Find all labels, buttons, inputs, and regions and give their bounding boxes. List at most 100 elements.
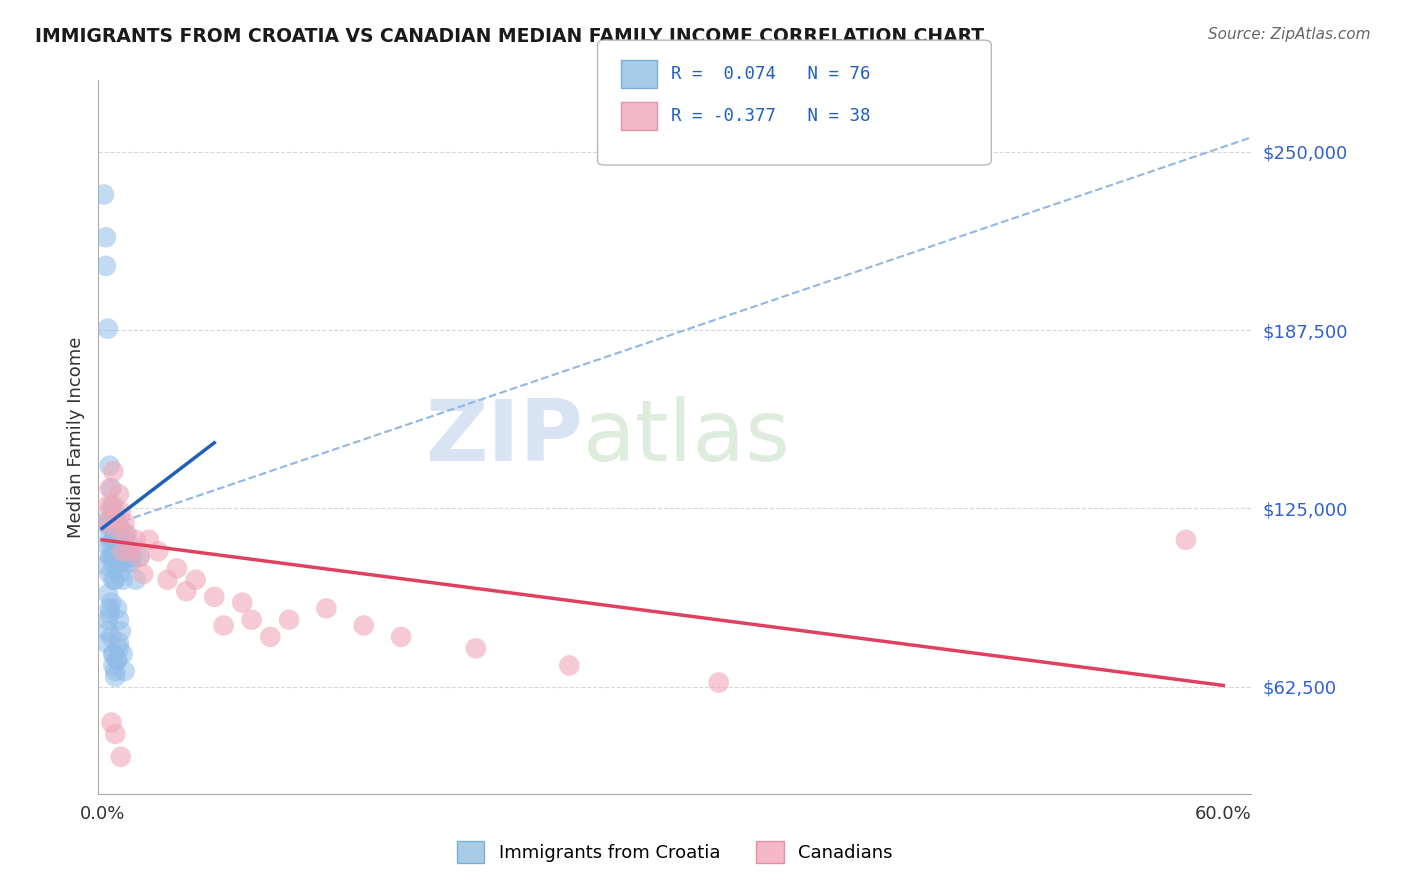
Point xyxy=(111,573,134,587)
Point xyxy=(97,613,120,627)
Point xyxy=(558,658,581,673)
Point xyxy=(121,549,143,564)
Point xyxy=(105,516,128,530)
Point xyxy=(315,601,337,615)
Point xyxy=(115,556,138,570)
Point xyxy=(110,556,132,570)
Point xyxy=(111,544,134,558)
Point xyxy=(104,664,127,678)
Point xyxy=(128,549,150,564)
Point xyxy=(104,727,127,741)
Point xyxy=(125,533,148,547)
Point xyxy=(100,549,122,564)
Point xyxy=(104,670,127,684)
Point xyxy=(93,516,115,530)
Point xyxy=(105,653,128,667)
Point xyxy=(108,635,131,649)
Point xyxy=(110,521,132,535)
Point xyxy=(103,533,125,547)
Point xyxy=(184,573,207,587)
Point xyxy=(259,630,281,644)
Point xyxy=(110,624,132,639)
Point xyxy=(103,521,125,535)
Point xyxy=(97,499,120,513)
Point xyxy=(98,482,121,496)
Y-axis label: Median Family Income: Median Family Income xyxy=(66,336,84,538)
Point xyxy=(104,510,127,524)
Point xyxy=(120,539,142,553)
Point xyxy=(98,567,121,582)
Point xyxy=(103,499,125,513)
Point xyxy=(115,527,138,541)
Point xyxy=(94,516,117,530)
Point xyxy=(105,521,128,535)
Point xyxy=(98,458,121,473)
Point xyxy=(174,584,197,599)
Point xyxy=(97,624,120,639)
Point xyxy=(110,504,132,518)
Point xyxy=(464,641,486,656)
Text: Source: ZipAtlas.com: Source: ZipAtlas.com xyxy=(1208,27,1371,42)
Point xyxy=(156,573,179,587)
Point xyxy=(114,533,136,547)
Point xyxy=(97,587,120,601)
Point xyxy=(114,516,136,530)
Point xyxy=(114,664,136,678)
Point xyxy=(104,530,127,544)
Point xyxy=(94,259,117,273)
Point xyxy=(125,573,148,587)
Point xyxy=(103,647,125,661)
Point xyxy=(389,630,412,644)
Point xyxy=(104,521,127,535)
Point xyxy=(94,558,117,573)
Point xyxy=(108,527,131,541)
Text: R = -0.377   N = 38: R = -0.377 N = 38 xyxy=(671,107,870,125)
Point xyxy=(138,533,160,547)
Point xyxy=(110,539,132,553)
Point xyxy=(104,516,127,530)
Point xyxy=(105,653,128,667)
Point xyxy=(103,647,125,661)
Point xyxy=(100,499,122,513)
Point xyxy=(212,618,235,632)
Point xyxy=(98,549,121,564)
Point xyxy=(353,618,375,632)
Point xyxy=(103,573,125,587)
Point xyxy=(94,230,117,244)
Point xyxy=(97,516,120,530)
Text: atlas: atlas xyxy=(582,395,790,479)
Point xyxy=(100,715,122,730)
Point xyxy=(1174,533,1197,547)
Point xyxy=(100,630,122,644)
Point xyxy=(115,527,138,541)
Point xyxy=(108,487,131,501)
Point xyxy=(105,533,128,547)
Point xyxy=(104,573,127,587)
Point xyxy=(278,613,301,627)
Point xyxy=(97,539,120,553)
Legend: Immigrants from Croatia, Canadians: Immigrants from Croatia, Canadians xyxy=(450,834,900,871)
Point xyxy=(120,556,142,570)
Point xyxy=(240,613,263,627)
Point xyxy=(104,510,127,524)
Point xyxy=(103,549,125,564)
Point xyxy=(111,647,134,661)
Point xyxy=(94,635,117,649)
Point xyxy=(100,596,122,610)
Point xyxy=(98,607,121,621)
Point xyxy=(104,544,127,558)
Point xyxy=(103,658,125,673)
Point xyxy=(110,549,132,564)
Point xyxy=(111,544,134,558)
Point xyxy=(132,567,155,582)
Point xyxy=(108,549,131,564)
Point xyxy=(100,521,122,535)
Point xyxy=(93,187,115,202)
Point xyxy=(98,601,121,615)
Point xyxy=(148,544,170,558)
Point xyxy=(100,482,122,496)
Point xyxy=(98,530,121,544)
Point xyxy=(108,613,131,627)
Point xyxy=(105,601,128,615)
Point xyxy=(103,558,125,573)
